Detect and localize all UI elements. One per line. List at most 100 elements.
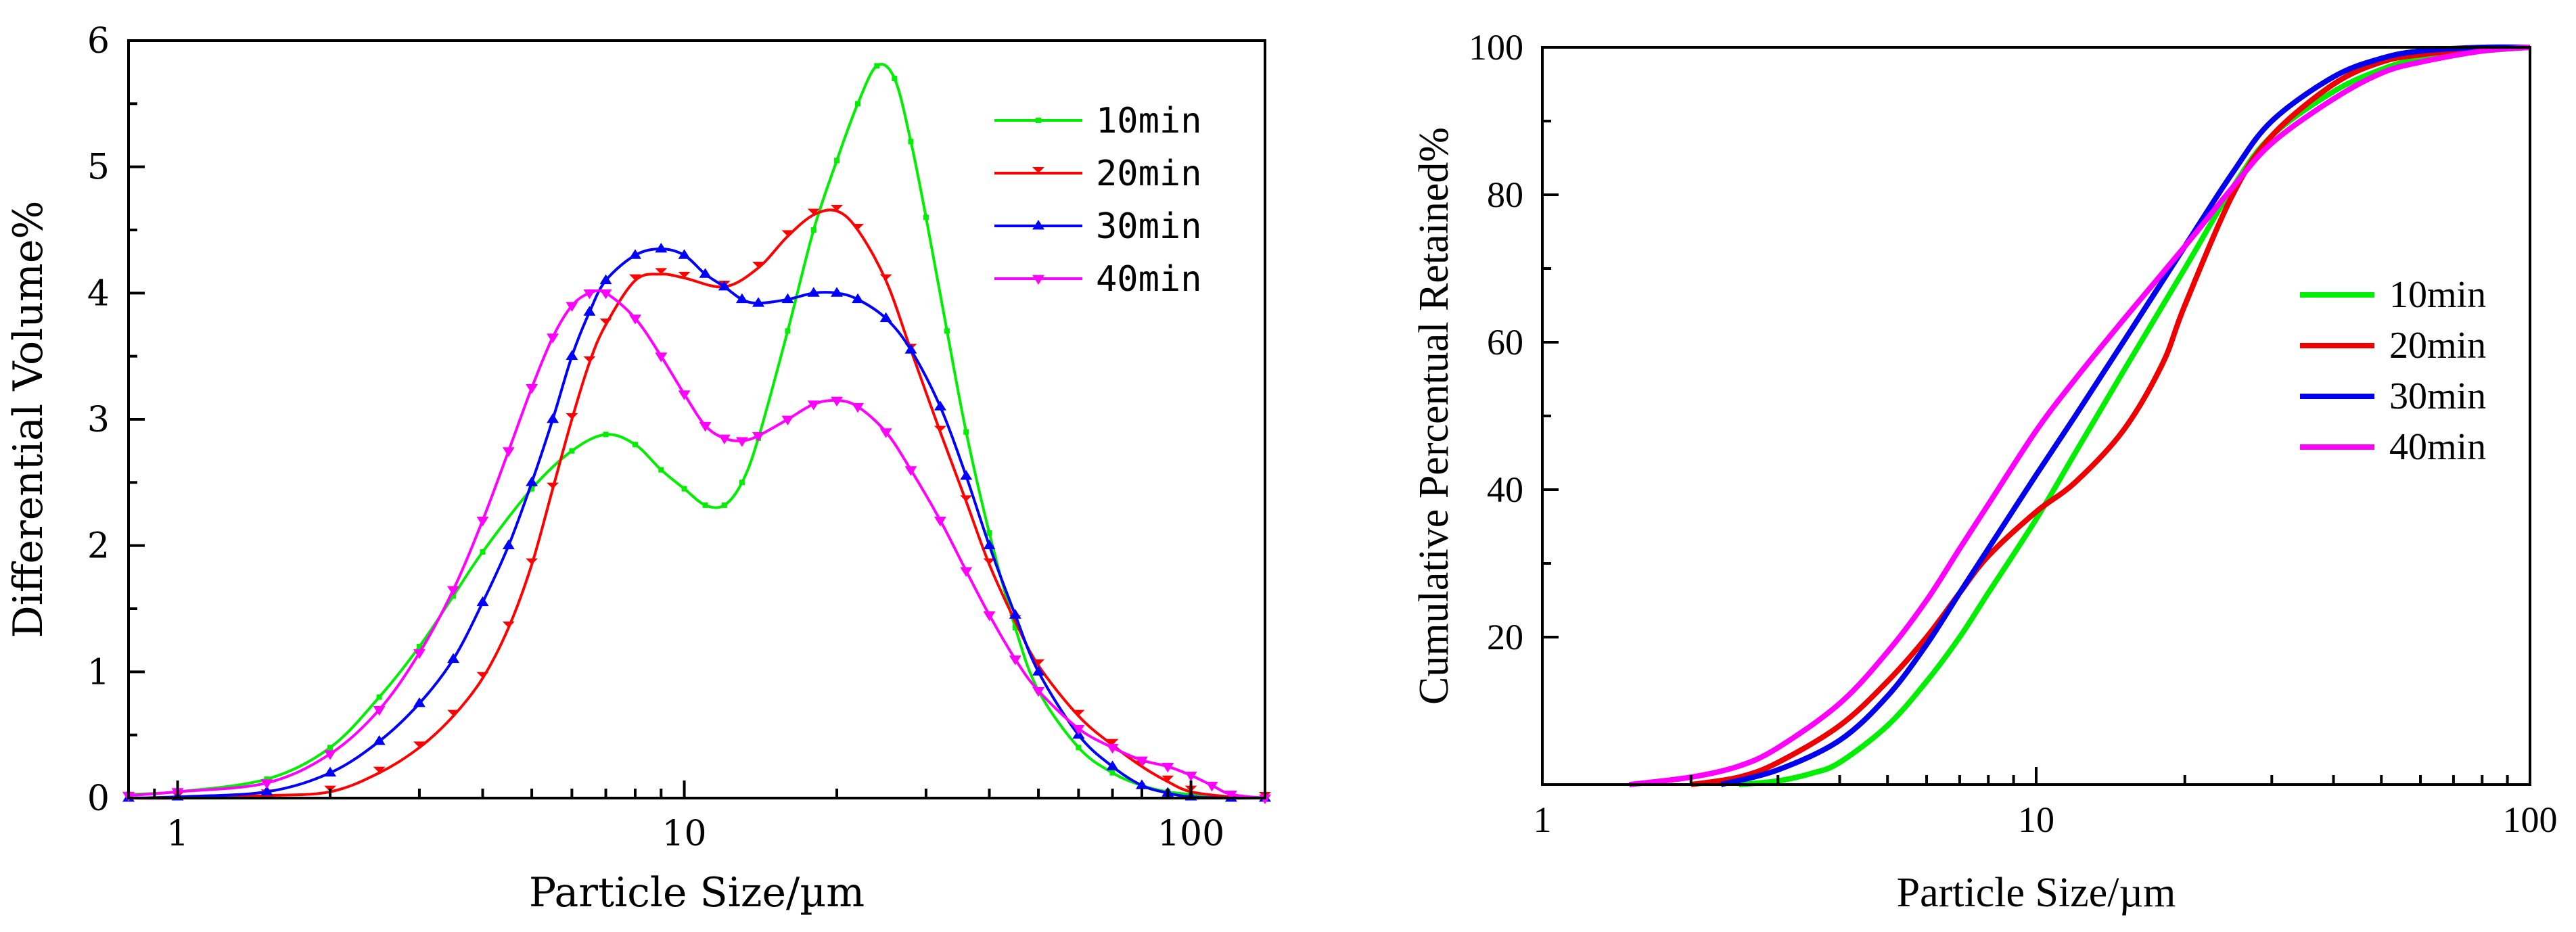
- data-point-10min: [376, 694, 382, 700]
- data-point-40min: [735, 437, 748, 447]
- data-point-20min: [413, 741, 426, 748]
- data-point-10min: [658, 467, 664, 473]
- series-40min: [1629, 45, 2531, 787]
- r-y-tick-label: 100: [1469, 27, 1523, 68]
- legend-marker: [1032, 275, 1044, 285]
- data-point-10min: [785, 328, 791, 334]
- data-point-20min: [373, 766, 386, 773]
- data-point-20min: [476, 672, 489, 678]
- data-point-40min: [447, 586, 460, 596]
- data-point-10min: [963, 429, 969, 435]
- legend-item-20min: 20min: [994, 154, 1202, 194]
- data-point-10min: [480, 549, 486, 555]
- data-point-40min: [324, 750, 337, 760]
- data-point-30min: [807, 287, 820, 297]
- l-y-tick-label: 1: [87, 652, 110, 693]
- data-point-30min: [678, 249, 691, 259]
- data-point-30min: [934, 400, 946, 411]
- legend-label: 10min: [2389, 274, 2486, 316]
- legend-label: 10min: [1096, 101, 1202, 141]
- data-point-20min: [852, 224, 865, 230]
- data-point-10min: [603, 432, 609, 438]
- data-point-40min: [1032, 686, 1045, 697]
- legend-item-10min: 10min: [994, 101, 1202, 141]
- data-point-40min: [628, 314, 641, 325]
- data-point-40min: [983, 611, 996, 622]
- data-point-10min: [986, 530, 992, 536]
- l-y-tick-label: 6: [87, 21, 110, 62]
- series-line-40min: [128, 289, 1266, 799]
- data-point-30min: [852, 293, 865, 304]
- data-point-40min: [781, 415, 794, 425]
- data-point-10min: [834, 158, 840, 164]
- data-point-20min: [983, 558, 996, 565]
- right-y-axis-title: Cumulative Percentual Retained%: [1411, 127, 1457, 705]
- legend-label: 30min: [1096, 206, 1202, 247]
- legend-label: 30min: [2389, 375, 2486, 417]
- right-ticks: 1 10 100 20 40 60 80 100: [1469, 27, 2558, 840]
- legend-item-30min: 30min: [2300, 375, 2486, 417]
- data-point-10min: [855, 101, 861, 107]
- series-line-40min: [1629, 45, 2531, 787]
- data-point-40min: [807, 400, 820, 411]
- data-point-40min: [526, 383, 538, 394]
- data-point-40min: [599, 289, 612, 300]
- l-y-tick-label: 5: [87, 147, 110, 188]
- data-point-20min: [1072, 709, 1085, 716]
- data-point-40min: [934, 516, 946, 527]
- data-point-30min: [628, 249, 641, 259]
- r-x-tick-label: 100: [2503, 799, 2558, 840]
- right-legend: 10min 20min 30min 40min: [2300, 274, 2486, 468]
- data-point-40min: [904, 466, 917, 476]
- legend-item-20min: 20min: [2300, 325, 2486, 367]
- data-point-10min: [810, 227, 816, 233]
- data-point-10min: [739, 480, 745, 486]
- data-point-20min: [655, 268, 668, 275]
- series-line-30min: [1720, 44, 2531, 787]
- data-point-40min: [718, 434, 731, 444]
- data-point-10min: [681, 486, 687, 492]
- data-point-40min: [260, 779, 273, 789]
- data-point-40min: [373, 705, 386, 716]
- data-point-20min: [831, 205, 844, 211]
- l-y-tick-label: 3: [87, 400, 110, 440]
- r-y-tick-label: 60: [1487, 322, 1523, 363]
- data-point-20min: [879, 274, 892, 281]
- data-point-40min: [852, 402, 865, 413]
- data-point-10min: [1109, 770, 1116, 776]
- data-point-20min: [526, 558, 538, 565]
- data-point-10min: [944, 328, 950, 334]
- data-point-30min: [260, 785, 273, 796]
- series-10min: [1739, 45, 2531, 787]
- data-point-40min: [547, 333, 559, 344]
- data-point-20min: [752, 262, 765, 268]
- data-point-40min: [1106, 743, 1119, 754]
- data-point-10min: [632, 442, 638, 448]
- l-x-tick-label: 10: [662, 814, 706, 854]
- data-point-10min: [529, 486, 535, 492]
- data-point-20min: [678, 271, 691, 278]
- data-point-20min: [1106, 739, 1119, 745]
- data-point-30min: [960, 470, 973, 480]
- data-point-30min: [1135, 779, 1148, 789]
- data-point-30min: [447, 653, 460, 663]
- l-y-tick-label: 2: [87, 526, 110, 567]
- series-line-10min: [1739, 45, 2531, 787]
- legend-label: 40min: [2389, 426, 2486, 468]
- data-point-30min: [1032, 666, 1045, 676]
- r-y-tick-label: 20: [1487, 617, 1523, 657]
- data-point-20min: [547, 482, 559, 489]
- left-plot-frame: [127, 39, 1266, 799]
- data-point-40min: [699, 421, 712, 432]
- right-chart: 1 10 100 20 40 60 80 100 10min 20min 30min 40min P…: [1411, 27, 2558, 916]
- l-y-tick-label: 0: [87, 778, 110, 819]
- data-point-20min: [960, 495, 973, 502]
- data-point-40min: [831, 396, 844, 406]
- data-point-10min: [1012, 625, 1018, 630]
- data-point-30min: [566, 350, 578, 360]
- data-point-20min: [599, 319, 612, 325]
- r-y-tick-label: 80: [1487, 174, 1523, 215]
- data-point-30min: [752, 297, 765, 307]
- legend-marker: [1032, 220, 1044, 230]
